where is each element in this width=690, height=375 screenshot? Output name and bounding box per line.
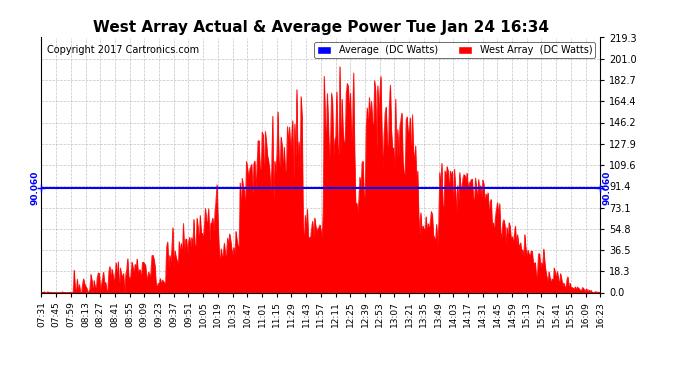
Text: 90.060: 90.060: [30, 171, 39, 205]
Text: 90.060: 90.060: [602, 171, 611, 205]
Legend: Average  (DC Watts), West Array  (DC Watts): Average (DC Watts), West Array (DC Watts…: [314, 42, 595, 58]
Title: West Array Actual & Average Power Tue Jan 24 16:34: West Array Actual & Average Power Tue Ja…: [93, 20, 549, 35]
Text: Copyright 2017 Cartronics.com: Copyright 2017 Cartronics.com: [47, 45, 199, 55]
